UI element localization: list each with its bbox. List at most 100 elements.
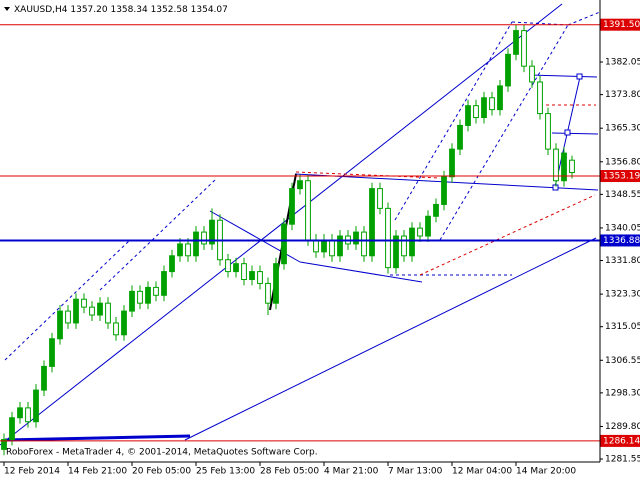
trend-line <box>99 179 216 291</box>
candle-body <box>401 235 407 257</box>
x-tick-label: 28 Feb 05:00 <box>260 467 319 477</box>
y-tick-label: 1298.30 <box>605 388 640 398</box>
candle-body <box>153 286 159 296</box>
trend-line <box>394 21 513 221</box>
x-tick-label: 14 Feb 21:00 <box>68 467 127 477</box>
candle-body <box>305 180 311 241</box>
candle-body <box>225 259 231 273</box>
candle-body <box>361 231 367 257</box>
candle-body <box>145 286 151 304</box>
level-label: 1336.88 <box>603 236 640 246</box>
candle-body <box>193 231 199 257</box>
anchor-point <box>564 129 571 136</box>
candle-body <box>81 298 87 308</box>
level-box <box>600 18 640 31</box>
trend-line <box>4 434 191 442</box>
x-tick-label: 12 Mar 04:00 <box>452 467 512 477</box>
candle-body <box>481 97 487 119</box>
candle-body <box>169 255 175 273</box>
close-value: 1354.07 <box>191 5 228 15</box>
y-tick-label: 1289.80 <box>605 422 640 432</box>
candle-body <box>353 231 359 245</box>
candle-body <box>393 235 399 269</box>
y-tick-label: 1365.30 <box>605 124 640 134</box>
candle-body <box>553 148 559 182</box>
candle-body <box>73 298 79 324</box>
trend-line <box>299 261 423 283</box>
y-tick-label: 1382.05 <box>605 58 640 68</box>
candle-body <box>209 219 215 245</box>
x-tick-label: 4 Mar 21:00 <box>324 467 379 477</box>
candle-body <box>473 105 479 119</box>
header-arrow <box>4 7 10 11</box>
candle-body <box>97 302 103 316</box>
anchor-point <box>576 73 583 80</box>
candle-body <box>105 302 111 324</box>
candle-body <box>409 227 415 257</box>
level-box <box>600 234 640 247</box>
candle-body <box>465 105 471 126</box>
candle-body <box>289 188 295 225</box>
candle-body <box>121 310 127 336</box>
candle-body <box>329 239 335 257</box>
x-tick-label: 20 Feb 05:00 <box>132 467 191 477</box>
candle-body <box>25 407 31 423</box>
low-value: 1352.58 <box>151 5 188 15</box>
candle-body <box>521 30 527 67</box>
candle-body <box>385 207 391 269</box>
candle-body <box>41 365 47 391</box>
candle-body <box>161 271 167 296</box>
level-label: 1353.19 <box>603 172 640 182</box>
candle-body <box>89 306 95 316</box>
level-label: 1286.14 <box>603 436 640 446</box>
candle-body <box>377 188 383 209</box>
candle-body <box>489 97 495 111</box>
y-tick-label: 1373.80 <box>605 90 640 100</box>
candle-body <box>537 81 543 115</box>
candle-body <box>561 152 567 182</box>
channel-line <box>184 237 597 441</box>
candle-body <box>1 438 7 450</box>
candle-body <box>369 188 375 257</box>
open-value: 1357.20 <box>70 5 107 15</box>
candle-body <box>233 263 239 273</box>
candle-body <box>257 271 263 284</box>
candle-body <box>49 338 55 367</box>
x-tick-label: 25 Feb 13:00 <box>196 467 255 477</box>
x-tick-label: 14 Mar 20:00 <box>516 467 576 477</box>
candle-body <box>545 113 551 150</box>
trend-line <box>4 239 131 361</box>
candle-body <box>33 389 39 423</box>
candle-body <box>113 322 119 336</box>
y-tick-label: 1306.55 <box>605 356 640 366</box>
y-tick-label: 1281.55 <box>605 455 640 465</box>
level-box <box>600 434 640 447</box>
candle-body <box>441 176 447 205</box>
channel-line <box>0 3 563 446</box>
candle-body <box>57 310 63 340</box>
candle-body <box>457 124 463 150</box>
y-tick-label: 1340.05 <box>605 223 640 233</box>
candle-body <box>297 180 303 190</box>
candle-body <box>529 65 535 83</box>
candle-body <box>417 227 423 237</box>
level-label: 1391.50 <box>603 20 640 30</box>
trend-line <box>419 194 596 276</box>
candle-body <box>505 53 511 87</box>
candle-body <box>497 85 503 111</box>
footer: RoboForex - MetaTrader 4, © 2001-2014, M… <box>6 448 318 458</box>
level-box <box>600 170 640 183</box>
chart-header: XAUUSD,H4 1357.20 1358.34 1352.58 1354.0… <box>14 5 228 15</box>
candle-body <box>425 215 431 237</box>
candle-body <box>321 239 327 253</box>
levels: 1391.50 1353.19 1336.88 1286.14 <box>0 18 640 447</box>
candle-body <box>569 159 575 174</box>
candle-body <box>9 417 15 440</box>
candle-body <box>313 239 319 253</box>
axes: 1281.55 1289.80 1298.30 1306.55 1315.05 1323.… <box>3 58 640 477</box>
candle-body <box>433 203 439 217</box>
candle-body <box>129 290 135 312</box>
trend-line <box>295 171 441 179</box>
y-tick-label: 1356.80 <box>605 157 640 167</box>
